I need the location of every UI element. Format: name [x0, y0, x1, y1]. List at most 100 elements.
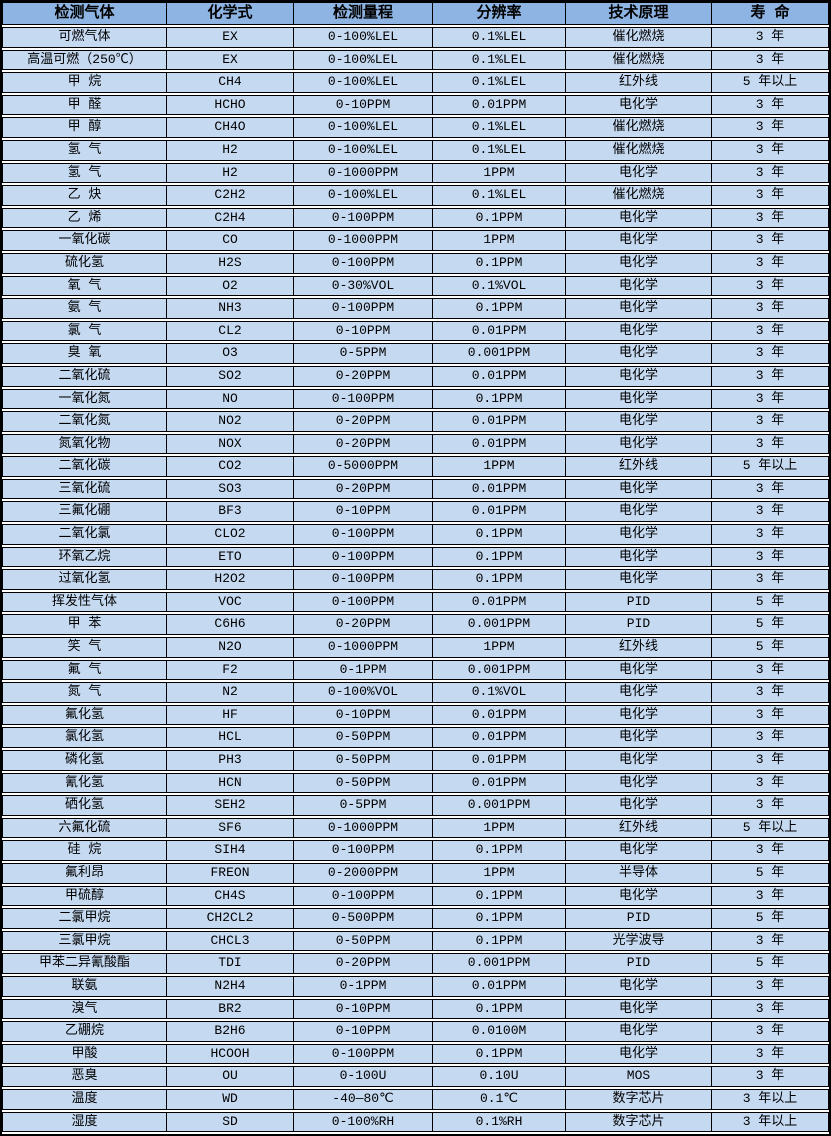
table-row: 氨 气 NH3 0-100PPM 0.1PPM 电化学 3 年: [2, 298, 829, 319]
table-row: 可燃气体 EX 0-100%LEL 0.1%LEL 催化燃烧 3 年: [2, 27, 829, 48]
cell-principle: 电化学: [565, 1021, 711, 1042]
table-row: 溴气 BR2 0-10PPM 0.1PPM 电化学 3 年: [2, 998, 829, 1020]
cell-range: 0-100PPM: [293, 524, 432, 545]
table-row: 氮氧化物 NOX 0-20PPM 0.01PPM 电化学 3 年: [2, 433, 829, 455]
cell-formula: F2: [166, 659, 293, 681]
cell-formula: TDI: [166, 953, 293, 974]
cell-resolution: 0.01PPM: [432, 772, 565, 794]
cell-lifespan: 3 年: [711, 1066, 829, 1087]
cell-formula: SIH4: [166, 840, 293, 861]
table-row: 氢 气 H2 0-100%LEL 0.1%LEL 催化燃烧 3 年: [2, 139, 829, 161]
cell-resolution: 0.1PPM: [432, 885, 565, 907]
cell-gas: 氰化氢: [2, 772, 166, 794]
cell-formula: VOC: [166, 591, 293, 613]
cell-principle: 光学波导: [565, 930, 711, 952]
table-header: 检测气体 化学式 检测量程 分辨率 技术原理寿 命: [2, 2, 829, 25]
cell-lifespan: 5 年: [711, 953, 829, 974]
cell-range: 0-10PPM: [293, 320, 432, 342]
cell-gas: 六氟化硫: [2, 817, 166, 839]
cell-formula: EX: [166, 49, 293, 71]
cell-resolution: 0.001PPM: [432, 953, 565, 974]
cell-gas: 过氧化氢: [2, 569, 166, 590]
cell-range: 0-1000PPM: [293, 162, 432, 184]
cell-principle: 电化学: [565, 230, 711, 251]
cell-lifespan: 3 年: [711, 411, 829, 432]
cell-range: 0-10PPM: [293, 704, 432, 726]
column-header-lifespan: 寿 命: [711, 2, 829, 25]
cell-principle: 电化学: [565, 682, 711, 703]
cell-lifespan: 5 年以上: [711, 817, 829, 839]
table-row: 甲 烷 CH4 0-100%LEL 0.1%LEL 红外线 5 年以上: [2, 72, 829, 93]
cell-resolution: 0.01PPM: [432, 320, 565, 342]
cell-principle: 电化学: [565, 411, 711, 432]
cell-formula: CH4: [166, 72, 293, 93]
table-row: 乙 炔 C2H2 0-100%LEL 0.1%LEL 催化燃烧 3 年: [2, 185, 829, 206]
cell-principle: 电化学: [565, 501, 711, 523]
cell-principle: 红外线: [565, 817, 711, 839]
table-row: 高温可燃（250℃） EX 0-100%LEL 0.1%LEL 催化燃烧 3 年: [2, 49, 829, 71]
cell-gas: 氮 气: [2, 682, 166, 703]
column-header-gas: 检测气体: [2, 2, 166, 25]
table-row: 甲 苯 C6H6 0-20PPM 0.001PPM PID 5 年: [2, 614, 829, 636]
cell-formula: H2: [166, 139, 293, 161]
cell-resolution: 0.01PPM: [432, 727, 565, 748]
cell-lifespan: 3 年: [711, 930, 829, 952]
cell-formula: H2O2: [166, 569, 293, 590]
cell-resolution: 0.01PPM: [432, 94, 565, 116]
cell-principle: 数字芯片: [565, 1088, 711, 1110]
cell-gas: 氟利昂: [2, 862, 166, 884]
cell-formula: HCHO: [166, 94, 293, 116]
cell-principle: 红外线: [565, 637, 711, 658]
cell-formula: N2: [166, 682, 293, 703]
cell-principle: 电化学: [565, 727, 711, 748]
cell-lifespan: 3 年: [711, 885, 829, 907]
cell-lifespan: 3 年: [711, 546, 829, 568]
table-row: 笑 气 N2O 0-1000PPM 1PPM 红外线 5 年: [2, 637, 829, 658]
cell-principle: PID: [565, 614, 711, 636]
cell-range: 0-100PPM: [293, 298, 432, 319]
cell-formula: EX: [166, 27, 293, 48]
cell-gas: 湿度: [2, 1111, 166, 1133]
cell-formula: NO2: [166, 411, 293, 432]
cell-formula: HF: [166, 704, 293, 726]
cell-formula: PH3: [166, 750, 293, 771]
cell-principle: 电化学: [565, 750, 711, 771]
table-row: 联氨 N2H4 0-1PPM 0.01PPM 电化学 3 年: [2, 975, 829, 997]
table-row: 一氧化碳 CO 0-1000PPM 1PPM 电化学 3 年: [2, 230, 829, 251]
cell-lifespan: 3 年: [711, 139, 829, 161]
cell-range: 0-10PPM: [293, 501, 432, 523]
cell-gas: 可燃气体: [2, 27, 166, 48]
cell-lifespan: 3 年: [711, 975, 829, 997]
table-row: 磷化氢 PH3 0-50PPM 0.01PPM 电化学 3 年: [2, 750, 829, 771]
cell-lifespan: 3 年: [711, 569, 829, 590]
cell-gas: 甲苯二异氰酸酯: [2, 953, 166, 974]
cell-principle: 催化燃烧: [565, 117, 711, 138]
cell-resolution: 1PPM: [432, 230, 565, 251]
cell-principle: 电化学: [565, 298, 711, 319]
cell-resolution: 0.01PPM: [432, 501, 565, 523]
cell-lifespan: 5 年以上: [711, 72, 829, 93]
cell-lifespan: 3 年: [711, 524, 829, 545]
cell-lifespan: 3 年: [711, 501, 829, 523]
cell-gas: 甲酸: [2, 1043, 166, 1065]
cell-range: 0-20PPM: [293, 614, 432, 636]
table-row: 甲酸 HCOOH 0-100PPM 0.1PPM 电化学 3 年: [2, 1043, 829, 1065]
table-row: 氮 气 N2 0-100%VOL 0.1%VOL 电化学 3 年: [2, 682, 829, 703]
cell-resolution: 0.01PPM: [432, 750, 565, 771]
cell-range: 0-1PPM: [293, 659, 432, 681]
cell-lifespan: 3 年: [711, 207, 829, 229]
cell-lifespan: 3 年以上: [711, 1088, 829, 1110]
cell-principle: 电化学: [565, 388, 711, 410]
cell-gas: 氟 气: [2, 659, 166, 681]
table-row: 过氧化氢 H2O2 0-100PPM 0.1PPM 电化学 3 年: [2, 569, 829, 590]
cell-formula: N2H4: [166, 975, 293, 997]
cell-range: 0-100PPM: [293, 885, 432, 907]
cell-lifespan: 3 年: [711, 704, 829, 726]
cell-formula: H2S: [166, 252, 293, 274]
table-row: 挥发性气体 VOC 0-100PPM 0.01PPM PID 5 年: [2, 591, 829, 613]
cell-range: 0-100%LEL: [293, 139, 432, 161]
cell-formula: HCL: [166, 727, 293, 748]
cell-range: 0-500PPM: [293, 908, 432, 929]
